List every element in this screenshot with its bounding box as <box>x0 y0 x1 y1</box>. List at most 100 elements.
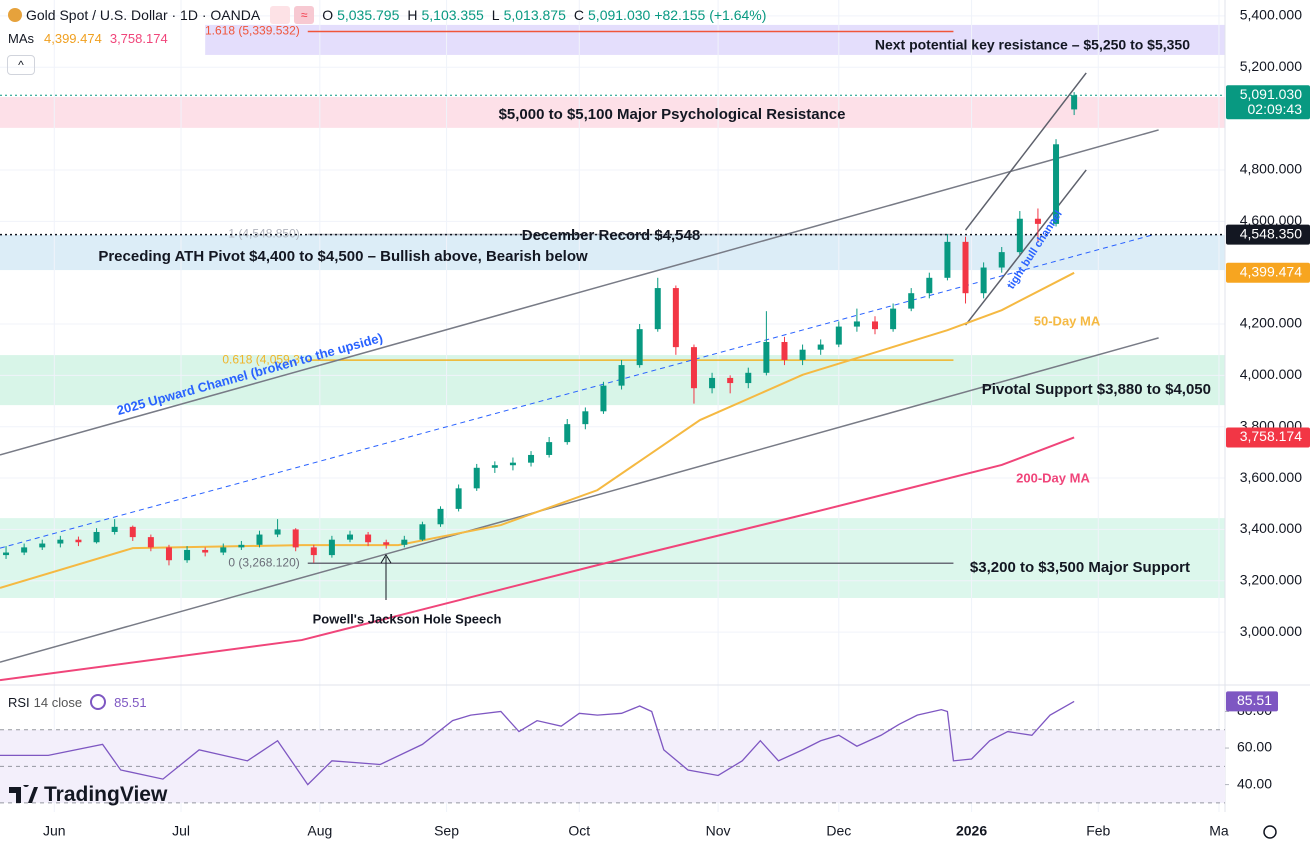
collapse-button[interactable]: ^ <box>7 55 35 75</box>
fib-label: 1 (4,548.850) <box>228 227 299 241</box>
candle-body <box>672 288 679 348</box>
ma-line <box>0 436 1075 682</box>
rsi-tag <box>1226 691 1278 712</box>
rsi-tick-label: 60.00 <box>1237 739 1272 755</box>
settings-button[interactable] <box>1263 825 1277 839</box>
logo: TradingView <box>8 783 167 807</box>
y-tick-label: 3,200.000 <box>1240 571 1302 587</box>
fib-label: 1.618 (5,339.532) <box>205 24 300 38</box>
ma-legend-value: 4,399.474 <box>44 31 102 46</box>
candle-body <box>872 321 878 330</box>
rsi-icon <box>90 694 107 710</box>
candle-body <box>437 508 444 525</box>
candle-body <box>184 549 191 561</box>
flag-button[interactable] <box>270 6 291 24</box>
candle-body <box>745 372 752 384</box>
candle-body <box>256 534 263 545</box>
candle-body <box>908 293 915 309</box>
annotation: Powell's Jackson Hole Speech <box>313 611 502 626</box>
y-tick-label: 4,600.000 <box>1240 212 1302 228</box>
candle-body <box>473 467 480 489</box>
rsi-tag-label: 85.51 <box>1237 692 1272 708</box>
candle-body <box>853 321 860 327</box>
candle-body <box>1053 144 1060 224</box>
symbol-icon <box>8 8 22 22</box>
symbol-header: Gold Spot / U.S. Dollar · 1D · OANDA ≈ O… <box>8 6 766 24</box>
candle-body <box>455 488 462 509</box>
candle-body <box>980 267 987 294</box>
trendline <box>964 72 1087 231</box>
price-tag-label: 3,758.174 <box>1240 428 1302 444</box>
ohlc-value: 5,103.355 <box>421 7 484 23</box>
candle-body <box>57 539 64 544</box>
zone-label: Pivotal Support $3,880 to $4,050 <box>982 381 1211 398</box>
y-tick-label: 3,600.000 <box>1240 469 1302 485</box>
rsi-label[interactable]: RSI <box>8 694 30 710</box>
candle-body <box>618 365 625 386</box>
annotation: December Record $4,548 <box>522 227 700 244</box>
symbol-title[interactable]: Gold Spot / U.S. Dollar · 1D · OANDA <box>26 7 261 23</box>
ma-legend-label[interactable]: MAs <box>8 31 34 46</box>
y-tick-label: 4,000.000 <box>1240 366 1302 382</box>
zone <box>205 24 1225 55</box>
zone-label: $3,200 to $3,500 Major Support <box>970 559 1190 576</box>
candle-body <box>528 454 535 463</box>
ohlc-key: C <box>573 7 585 23</box>
y-tick-label: 5,400.000 <box>1240 7 1302 23</box>
candle-body <box>328 539 335 556</box>
candle-body <box>238 544 245 548</box>
candle-body <box>202 549 209 553</box>
candle-body <box>600 385 607 412</box>
zone-label: Next potential key resistance – $5,250 t… <box>875 37 1190 53</box>
x-tick-label: Sep <box>434 823 459 839</box>
price-tag <box>1226 427 1310 448</box>
candle-body <box>310 547 317 556</box>
ohlc-key: H <box>407 7 418 23</box>
x-tick-label: Oct <box>568 823 590 839</box>
x-tick-label: 2026 <box>956 823 987 839</box>
candle-body <box>93 531 100 543</box>
candle-body <box>147 537 154 548</box>
ohlc-key: O <box>322 7 334 23</box>
candle-body <box>39 543 46 548</box>
y-tick-label: 4,800.000 <box>1240 161 1302 177</box>
zone <box>0 97 1225 128</box>
fib-label: 0 (3,268.120) <box>228 555 299 569</box>
candle-body <box>998 252 1005 268</box>
ohlc-value: 5,013.875 <box>503 7 566 23</box>
ma-label: 50-Day MA <box>1034 313 1101 328</box>
price-tag-label: 4,548.350 <box>1240 225 1302 241</box>
candle-body <box>292 529 299 548</box>
trendline <box>0 234 1153 549</box>
x-tick-label: Nov <box>706 823 731 839</box>
price-tag <box>1226 224 1310 245</box>
price-tag <box>1226 262 1310 283</box>
candle-body <box>3 552 10 556</box>
rsi-line <box>0 700 1075 786</box>
logo-text: TradingView <box>44 783 168 806</box>
rsi-legend: RSI 14 close 85.51 <box>8 694 147 710</box>
ma-legend: MAs 4,399.474 3,758.174 <box>8 31 168 46</box>
candle-body <box>564 424 571 443</box>
candle-body <box>690 347 697 389</box>
price-tag <box>1226 85 1310 120</box>
rsi-value: 85.51 <box>114 694 147 710</box>
candle-body <box>419 524 426 540</box>
candle-body <box>129 526 136 538</box>
candle-body <box>165 547 172 561</box>
candle-body <box>1071 95 1078 110</box>
arrow-head <box>380 554 392 564</box>
price-tag-label: 5,091.030 <box>1240 86 1302 102</box>
candle-body <box>636 329 643 366</box>
candle-body <box>926 277 933 294</box>
candle-body <box>347 534 353 540</box>
zone-label: Preceding ATH Pivot $4,400 to $4,500 – B… <box>98 248 588 265</box>
candle-body <box>582 411 589 425</box>
candle-body <box>1034 218 1041 224</box>
trendline <box>0 337 1159 663</box>
x-tick-label: Aug <box>307 823 332 839</box>
candle-body <box>781 341 788 360</box>
candle-body <box>220 547 227 553</box>
compare-button[interactable]: ≈ <box>294 6 315 24</box>
candle-body <box>546 442 553 455</box>
